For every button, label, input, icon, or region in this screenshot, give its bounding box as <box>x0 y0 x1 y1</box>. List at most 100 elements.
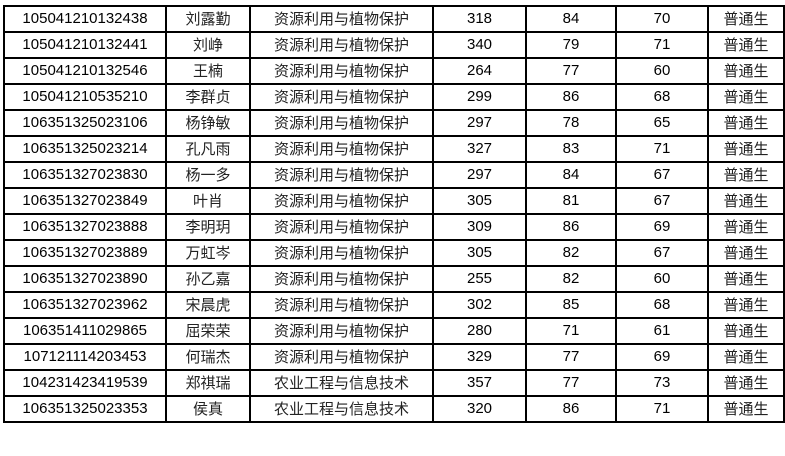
student-type-cell: 普通生 <box>707 265 785 293</box>
name-cell: 何瑞杰 <box>165 343 251 371</box>
table-row: 104231423419539 郑祺瑞 农业工程与信息技术 357 77 73 普通生 <box>3 369 785 397</box>
candidate-id-cell: 106351325023214 <box>3 135 167 163</box>
name-cell: 刘露勤 <box>165 5 251 33</box>
score-2-cell: 71 <box>615 31 709 59</box>
name-cell: 宋晨虎 <box>165 291 251 319</box>
score-1-cell: 84 <box>525 5 617 33</box>
table-row: 106351327023849 叶肖 资源利用与植物保护 305 81 67 普通生 <box>3 187 785 215</box>
table-row: 106351327023889 万虹岑 资源利用与植物保护 305 82 67 普通生 <box>3 239 785 267</box>
total-score-cell: 327 <box>432 135 527 163</box>
name-cell: 叶肖 <box>165 187 251 215</box>
major-cell: 资源利用与植物保护 <box>249 57 434 85</box>
table-row: 106351411029865 屈荣荣 资源利用与植物保护 280 71 61 普通生 <box>3 317 785 345</box>
student-type-cell: 普通生 <box>707 187 785 215</box>
table-row: 107121114203453 何瑞杰 资源利用与植物保护 329 77 69 普通生 <box>3 343 785 371</box>
major-cell: 资源利用与植物保护 <box>249 239 434 267</box>
major-cell: 资源利用与植物保护 <box>249 317 434 345</box>
total-score-cell: 329 <box>432 343 527 371</box>
score-1-cell: 79 <box>525 31 617 59</box>
score-2-cell: 60 <box>615 265 709 293</box>
student-type-cell: 普通生 <box>707 57 785 85</box>
student-type-cell: 普通生 <box>707 161 785 189</box>
total-score-cell: 305 <box>432 239 527 267</box>
candidate-id-cell: 106351327023849 <box>3 187 167 215</box>
candidate-id-cell: 106351327023889 <box>3 239 167 267</box>
score-2-cell: 60 <box>615 57 709 85</box>
name-cell: 刘峥 <box>165 31 251 59</box>
score-1-cell: 86 <box>525 83 617 111</box>
candidate-id-cell: 105041210132441 <box>3 31 167 59</box>
table-row: 106351327023962 宋晨虎 资源利用与植物保护 302 85 68 普通生 <box>3 291 785 319</box>
admission-table: 105041210132438 刘露勤 资源利用与植物保护 318 84 70 普通生 105… <box>3 5 785 423</box>
name-cell: 杨铮敏 <box>165 109 251 137</box>
major-cell: 农业工程与信息技术 <box>249 395 434 423</box>
candidate-id-cell: 104231423419539 <box>3 369 167 397</box>
name-cell: 杨一多 <box>165 161 251 189</box>
candidate-id-cell: 106351325023106 <box>3 109 167 137</box>
score-1-cell: 82 <box>525 239 617 267</box>
score-2-cell: 68 <box>615 291 709 319</box>
name-cell: 李明玥 <box>165 213 251 241</box>
candidate-id-cell: 106351325023353 <box>3 395 167 423</box>
student-type-cell: 普通生 <box>707 291 785 319</box>
major-cell: 资源利用与植物保护 <box>249 109 434 137</box>
score-2-cell: 61 <box>615 317 709 345</box>
candidate-id-cell: 105041210535210 <box>3 83 167 111</box>
total-score-cell: 305 <box>432 187 527 215</box>
total-score-cell: 255 <box>432 265 527 293</box>
name-cell: 孔凡雨 <box>165 135 251 163</box>
total-score-cell: 302 <box>432 291 527 319</box>
score-2-cell: 67 <box>615 187 709 215</box>
candidate-id-cell: 106351327023888 <box>3 213 167 241</box>
student-type-cell: 普通生 <box>707 5 785 33</box>
score-1-cell: 86 <box>525 395 617 423</box>
score-1-cell: 77 <box>525 343 617 371</box>
major-cell: 资源利用与植物保护 <box>249 187 434 215</box>
table-row: 106351327023830 杨一多 资源利用与植物保护 297 84 67 普通生 <box>3 161 785 189</box>
student-type-cell: 普通生 <box>707 213 785 241</box>
total-score-cell: 340 <box>432 31 527 59</box>
score-2-cell: 70 <box>615 5 709 33</box>
table-row: 105041210132441 刘峥 资源利用与植物保护 340 79 71 普通生 <box>3 31 785 59</box>
student-type-cell: 普通生 <box>707 31 785 59</box>
total-score-cell: 297 <box>432 161 527 189</box>
score-2-cell: 67 <box>615 161 709 189</box>
score-2-cell: 71 <box>615 135 709 163</box>
score-2-cell: 67 <box>615 239 709 267</box>
total-score-cell: 299 <box>432 83 527 111</box>
candidate-id-cell: 106351327023830 <box>3 161 167 189</box>
name-cell: 李群贞 <box>165 83 251 111</box>
candidate-id-cell: 106351327023962 <box>3 291 167 319</box>
table-row: 106351325023106 杨铮敏 资源利用与植物保护 297 78 65 普通生 <box>3 109 785 137</box>
major-cell: 资源利用与植物保护 <box>249 291 434 319</box>
score-2-cell: 69 <box>615 343 709 371</box>
major-cell: 资源利用与植物保护 <box>249 83 434 111</box>
student-type-cell: 普通生 <box>707 109 785 137</box>
total-score-cell: 309 <box>432 213 527 241</box>
name-cell: 孙乙嘉 <box>165 265 251 293</box>
total-score-cell: 280 <box>432 317 527 345</box>
candidate-id-cell: 105041210132546 <box>3 57 167 85</box>
table-body: 105041210132438 刘露勤 资源利用与植物保护 318 84 70 普通生 105… <box>3 5 785 423</box>
score-1-cell: 77 <box>525 57 617 85</box>
score-1-cell: 82 <box>525 265 617 293</box>
student-type-cell: 普通生 <box>707 83 785 111</box>
score-1-cell: 83 <box>525 135 617 163</box>
candidate-id-cell: 106351327023890 <box>3 265 167 293</box>
student-type-cell: 普通生 <box>707 317 785 345</box>
score-1-cell: 71 <box>525 317 617 345</box>
total-score-cell: 318 <box>432 5 527 33</box>
major-cell: 资源利用与植物保护 <box>249 31 434 59</box>
score-2-cell: 65 <box>615 109 709 137</box>
table-row: 105041210535210 李群贞 资源利用与植物保护 299 86 68 普通生 <box>3 83 785 111</box>
name-cell: 郑祺瑞 <box>165 369 251 397</box>
score-1-cell: 77 <box>525 369 617 397</box>
student-type-cell: 普通生 <box>707 395 785 423</box>
major-cell: 资源利用与植物保护 <box>249 135 434 163</box>
candidate-id-cell: 105041210132438 <box>3 5 167 33</box>
major-cell: 农业工程与信息技术 <box>249 369 434 397</box>
score-2-cell: 69 <box>615 213 709 241</box>
table-row: 106351325023353 侯真 农业工程与信息技术 320 86 71 普通生 <box>3 395 785 423</box>
major-cell: 资源利用与植物保护 <box>249 343 434 371</box>
major-cell: 资源利用与植物保护 <box>249 161 434 189</box>
